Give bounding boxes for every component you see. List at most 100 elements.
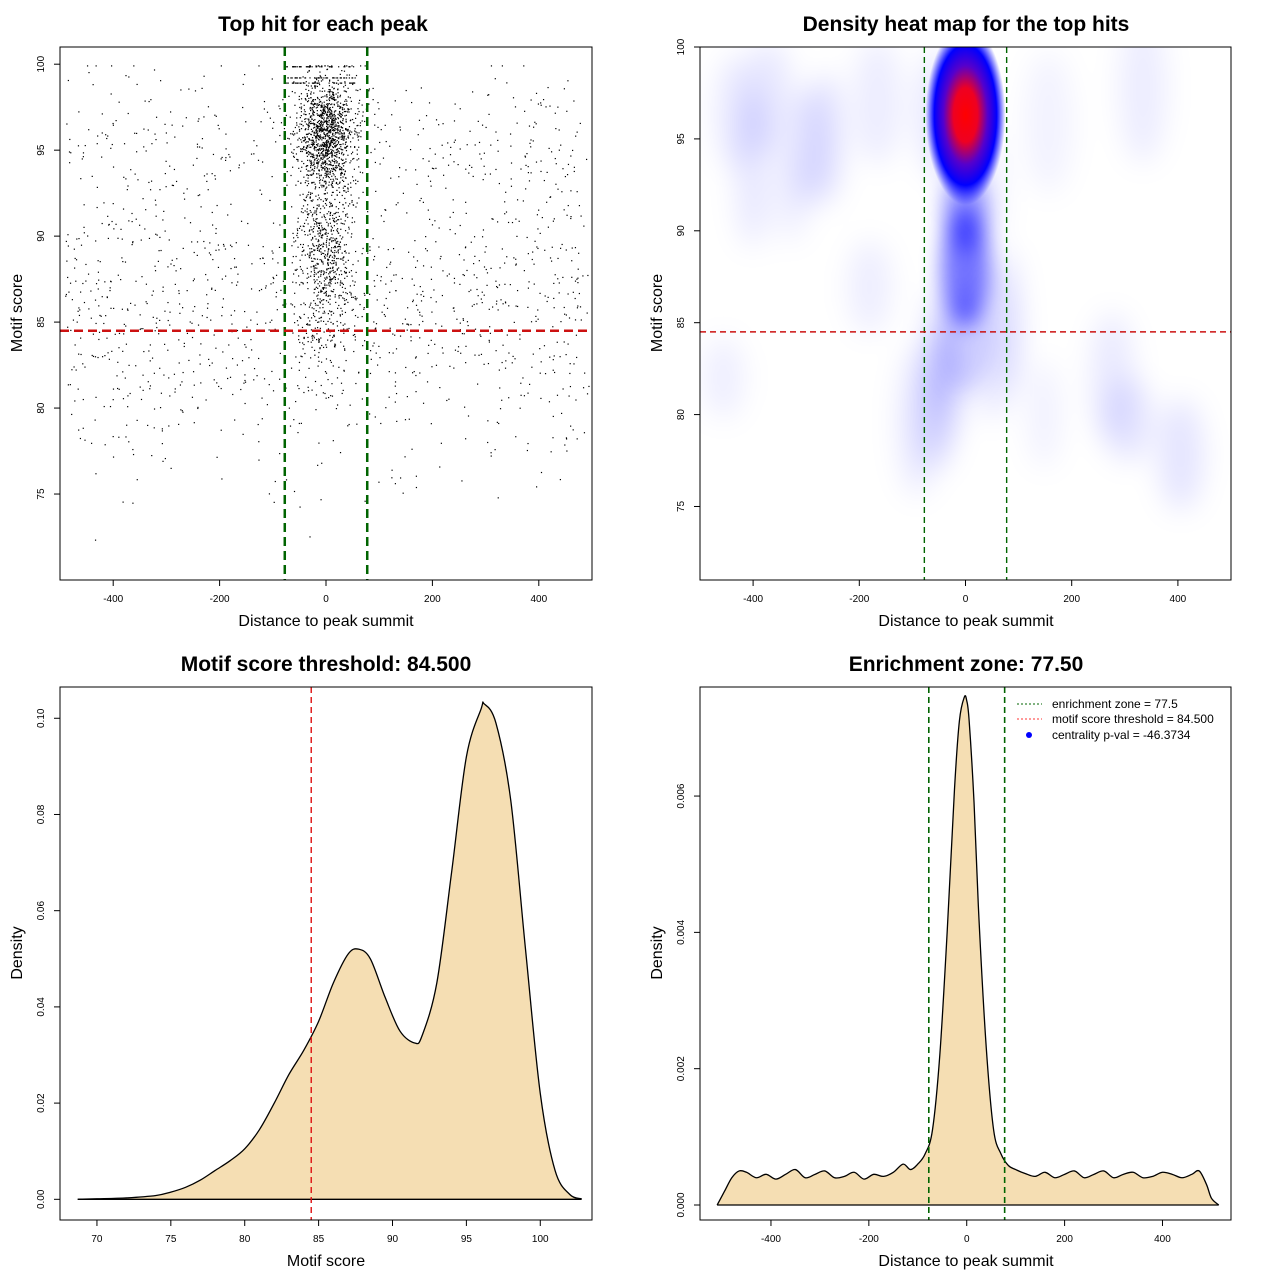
scatter-point	[412, 299, 414, 301]
scatter-point	[448, 398, 450, 400]
scatter-point	[266, 111, 269, 113]
scatter-point	[297, 180, 299, 182]
heatmap-x-tick-label: -200	[849, 594, 869, 605]
scatter-point	[576, 278, 578, 280]
scatter-point	[348, 108, 350, 111]
scatter-point	[331, 154, 333, 157]
scatter-point	[313, 119, 315, 122]
scatter-point	[317, 356, 320, 358]
scatter-point	[470, 289, 472, 291]
scatter-point	[346, 111, 349, 113]
scatter-point	[291, 90, 293, 93]
scatter-point	[338, 66, 340, 68]
scatter-point	[314, 146, 316, 148]
scatter-point	[318, 341, 320, 343]
scatter-point	[107, 215, 109, 217]
scatter-point	[358, 132, 360, 134]
scatter-point	[191, 241, 193, 243]
scatter-point	[354, 298, 356, 300]
scatter-point	[327, 140, 330, 143]
scatter-point	[428, 102, 431, 104]
scatter-y-tick-label: 90	[36, 230, 47, 242]
scatter-point	[125, 325, 127, 327]
scatter-point	[308, 113, 310, 115]
scatter-point	[446, 275, 448, 277]
scatter-point	[262, 246, 264, 248]
scatter-point	[583, 432, 586, 434]
scatter-point	[317, 287, 319, 289]
scatter-point	[337, 137, 340, 140]
scatter-point	[339, 315, 342, 317]
heatmap-tail-lobe	[939, 291, 992, 392]
scatter-point	[331, 91, 333, 93]
scatter-point	[313, 308, 315, 310]
scatter-point	[128, 441, 130, 443]
scatter-point	[414, 240, 416, 242]
scatter-point	[176, 258, 178, 260]
scatter-point	[315, 157, 318, 159]
scatter-point	[318, 205, 320, 207]
scatter-point	[170, 467, 172, 469]
scatter-point	[206, 173, 208, 175]
scatter-point	[580, 319, 582, 321]
scatter-point	[378, 108, 380, 110]
scatter-point	[323, 121, 325, 124]
scatter-point	[198, 118, 200, 120]
scatter-point	[321, 162, 323, 164]
scatter-point	[236, 329, 239, 332]
scatter-point	[75, 280, 77, 282]
scatter-point	[322, 229, 324, 231]
scatter-point	[318, 240, 320, 242]
scatter-point	[311, 155, 314, 158]
scatter-point	[314, 119, 316, 121]
scatter-point	[315, 162, 318, 164]
scatter-point	[117, 361, 119, 363]
scatter-point	[331, 239, 333, 242]
scatter-point	[330, 361, 332, 363]
scatter-point	[477, 295, 479, 297]
scatter-point	[297, 139, 299, 141]
scatter-point	[304, 118, 306, 120]
scatter-point	[395, 274, 397, 276]
scatter-point	[179, 384, 182, 386]
scatter-point	[568, 395, 570, 397]
scatter-point	[361, 104, 363, 106]
scatter-point	[205, 273, 207, 276]
scatter-point	[350, 194, 352, 196]
scatter-point	[302, 205, 305, 207]
scatter-point	[293, 490, 296, 493]
scatter-point	[497, 139, 499, 142]
scatter-point	[317, 365, 319, 367]
scatter-point	[316, 208, 318, 210]
scatter-point	[537, 309, 539, 311]
scatter-point	[334, 125, 336, 127]
scatter-point	[530, 146, 532, 148]
scatter-point	[95, 322, 97, 325]
scatter-point	[343, 133, 345, 135]
scatter-point	[552, 326, 554, 328]
scatter-point	[378, 481, 380, 483]
enrichment-density-x-tick-label: 400	[1154, 1234, 1171, 1245]
scatter-point	[194, 90, 197, 92]
scatter-point	[330, 211, 332, 214]
scatter-point	[321, 237, 323, 239]
scatter-point	[422, 290, 424, 293]
scatter-point	[233, 258, 236, 260]
scatter-point	[309, 106, 311, 109]
scatter-point	[356, 153, 358, 155]
scatter-point	[305, 66, 307, 68]
scatter-point	[308, 138, 310, 141]
scatter-point	[304, 234, 306, 236]
scatter-point	[81, 158, 83, 160]
scatter-point	[323, 215, 325, 218]
scatter-point	[304, 182, 306, 184]
scatter-point	[359, 125, 361, 127]
scatter-point	[327, 225, 329, 227]
scatter-point	[582, 387, 585, 389]
scatter-point	[339, 241, 342, 243]
scatter-point	[192, 280, 195, 282]
scatter-point	[562, 168, 564, 170]
scatter-point	[311, 337, 313, 339]
scatter-point	[118, 101, 120, 103]
enrichment-density-x-tick-label: 200	[1056, 1234, 1073, 1245]
